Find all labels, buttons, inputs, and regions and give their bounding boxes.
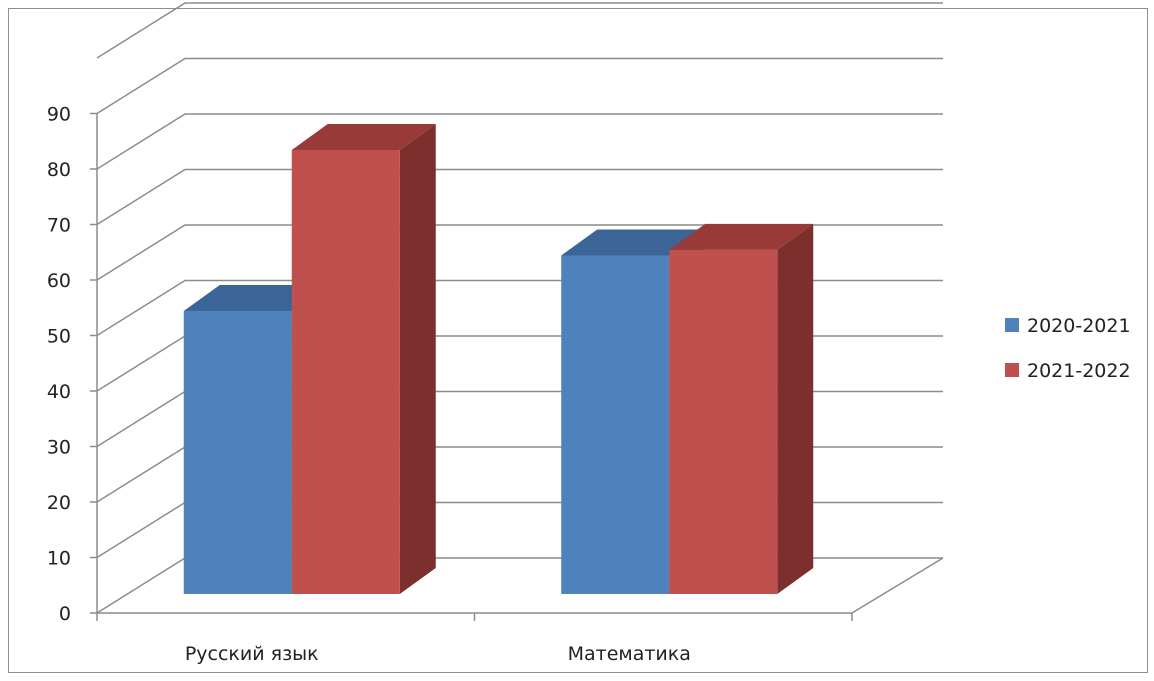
gridline [96,57,943,115]
bar-top [561,229,706,256]
bar-top [291,124,436,150]
y-tick-label: 70 [47,215,71,237]
bar [183,310,292,594]
y-tick-label: 0 [59,603,71,625]
y-tick-label: 60 [47,270,71,292]
bar [561,255,670,594]
bar-top [669,223,814,250]
bar [669,249,778,594]
floor-edge [851,557,944,614]
gridline [96,2,943,59]
y-tick-label: 80 [47,159,71,181]
gridline [96,113,943,170]
gridline [96,168,943,226]
y-tick-label: 10 [47,548,71,570]
x-category-label: Математика [568,643,691,665]
legend-label: 2020-2021 [1027,315,1131,337]
legend-swatch [1005,363,1019,377]
gridline [96,224,943,281]
x-category-label: Русский язык [185,643,319,665]
y-tick-label: 50 [47,326,71,348]
bar [291,150,400,594]
y-tick-label: 40 [47,381,71,403]
bar-side [399,124,436,594]
y-tick-label: 20 [47,492,71,514]
legend-swatch [1005,318,1019,332]
legend-label: 2021-2022 [1027,360,1131,382]
bar-side [777,223,814,594]
y-tick-label: 30 [47,437,71,459]
y-tick-label: 90 [47,104,71,126]
